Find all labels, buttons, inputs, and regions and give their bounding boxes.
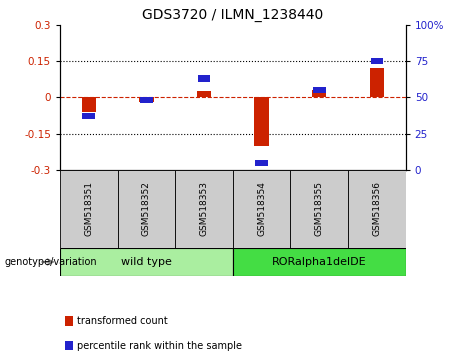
Bar [348, 170, 406, 248]
Bar [175, 170, 233, 248]
Text: GSM518353: GSM518353 [200, 181, 208, 236]
Text: GSM518354: GSM518354 [257, 181, 266, 236]
Text: GSM518355: GSM518355 [315, 181, 324, 236]
Text: transformed count: transformed count [77, 316, 168, 326]
Text: RORalpha1delDE: RORalpha1delDE [272, 257, 366, 267]
Bar [118, 170, 175, 248]
Text: wild type: wild type [121, 257, 172, 267]
Bar [254, 97, 269, 146]
Text: GSM518351: GSM518351 [84, 181, 93, 236]
Bar [82, 97, 96, 112]
Text: GSM518352: GSM518352 [142, 181, 151, 236]
Bar [313, 87, 325, 93]
Bar [197, 91, 211, 97]
Bar [255, 160, 268, 166]
Bar [371, 58, 383, 64]
Bar [83, 113, 95, 119]
Bar [233, 170, 290, 248]
Bar [198, 75, 210, 81]
Bar [140, 97, 153, 103]
Bar [290, 170, 348, 248]
Text: genotype/variation: genotype/variation [5, 257, 97, 267]
Bar [233, 248, 406, 276]
Text: percentile rank within the sample: percentile rank within the sample [77, 341, 242, 350]
Bar [370, 68, 384, 97]
Bar [60, 170, 118, 248]
Bar [139, 97, 154, 102]
Text: GSM518356: GSM518356 [372, 181, 381, 236]
Bar [60, 248, 233, 276]
Bar [312, 90, 326, 97]
Title: GDS3720 / ILMN_1238440: GDS3720 / ILMN_1238440 [142, 8, 324, 22]
